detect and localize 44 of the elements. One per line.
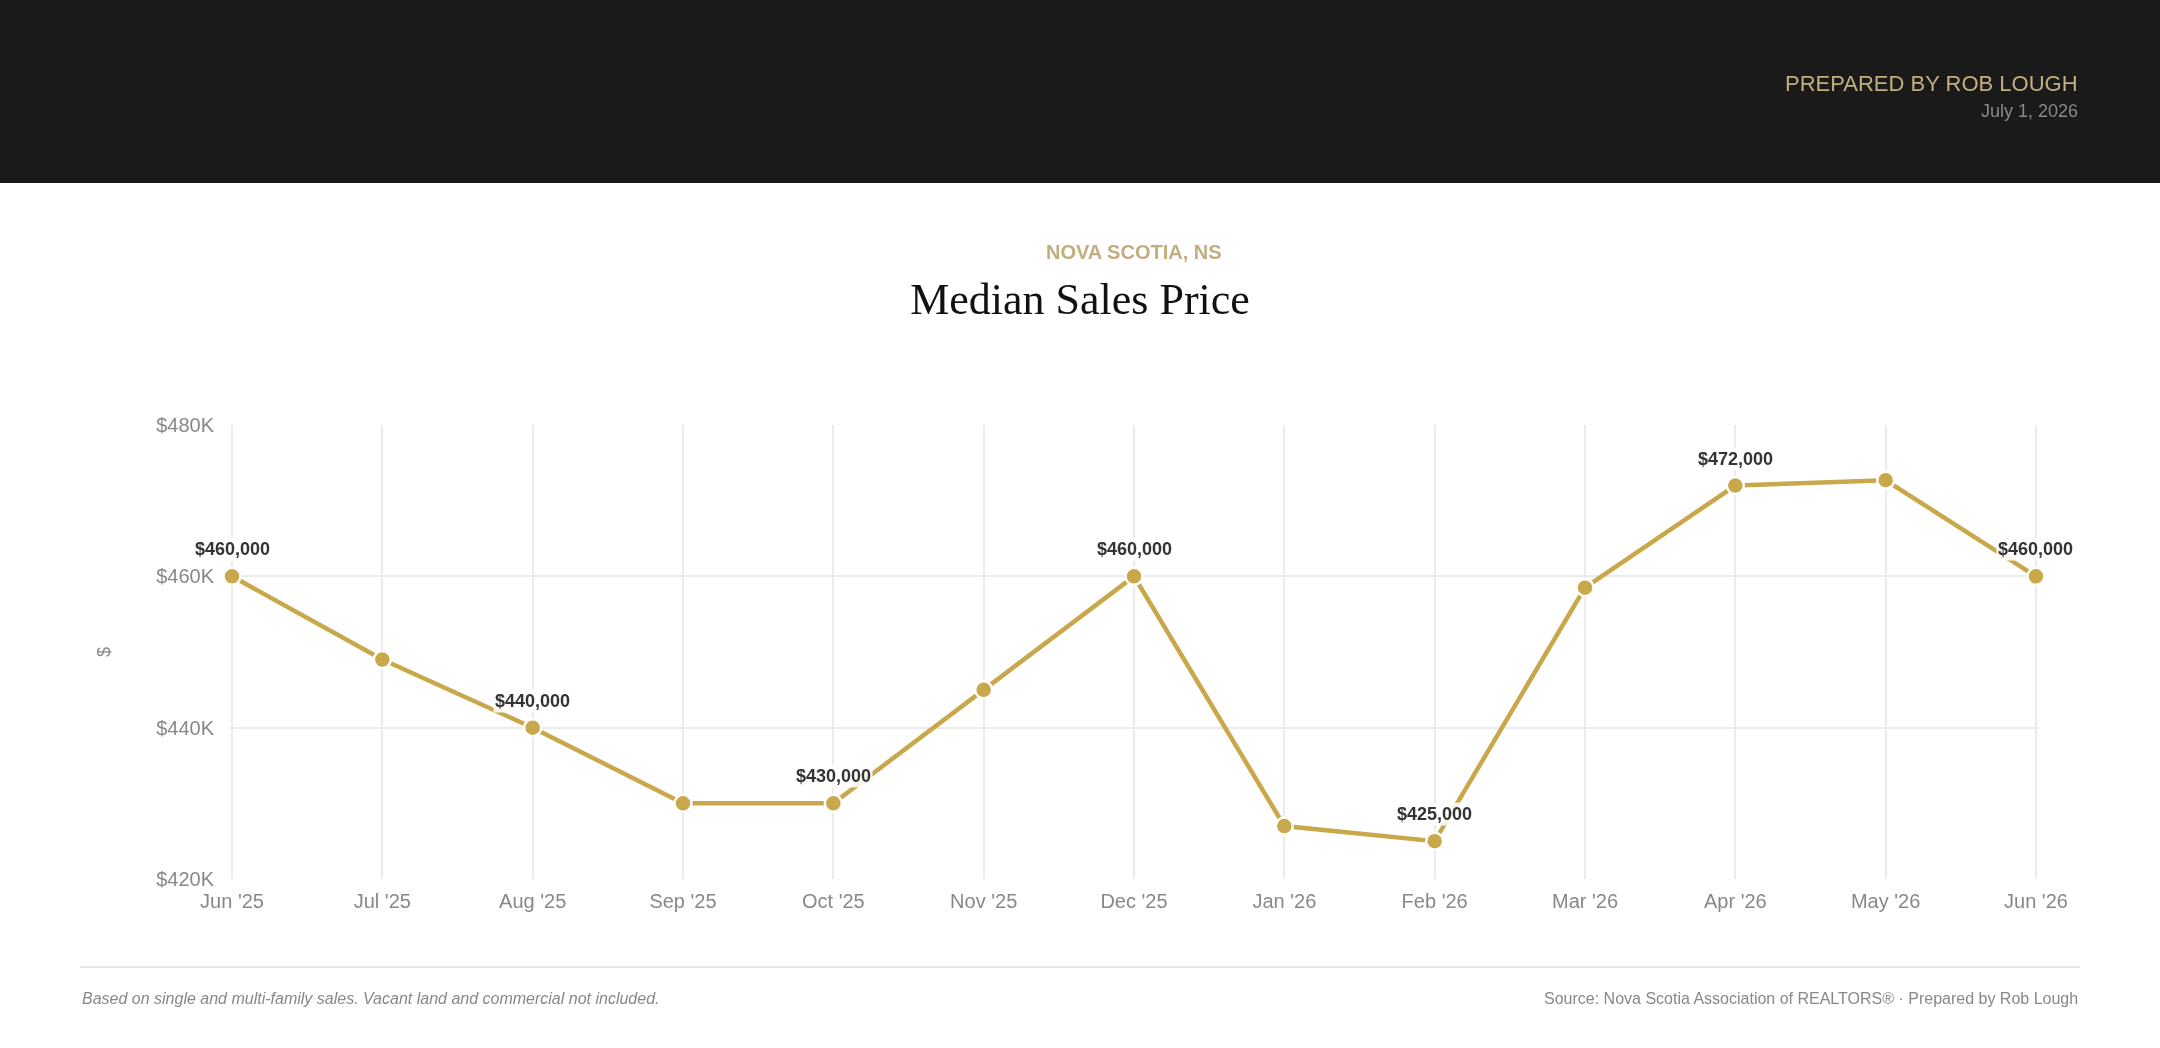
point (1124, 566, 1144, 587)
point (522, 717, 543, 738)
y-tick-label: $480K (156, 414, 215, 436)
data-label: $440,000 (495, 691, 571, 711)
x-tick-label: Dec '25 (1100, 890, 1168, 912)
x-tick-label: May '26 (1850, 890, 1921, 912)
point (1575, 577, 1595, 598)
x-tick-label: Jul '25 (353, 890, 411, 912)
data-label: $472,000 (1698, 449, 1774, 469)
x-tick-label: Feb '26 (1401, 890, 1468, 912)
point (222, 566, 242, 587)
text: Based on single and multi-family sales. Vacant land and commercial not included. (82, 990, 660, 1007)
point (1274, 816, 1295, 836)
chart-title: Median Sales Price (910, 275, 1250, 325)
x-tick-label: Jan '26 (1252, 890, 1317, 912)
data-label: $425,000 (1397, 804, 1473, 824)
text: PREPARED BY ROB LOUGH (1785, 71, 2078, 96)
data-label: $460,000 (1998, 539, 2074, 559)
point (2026, 566, 2046, 587)
chart-subtitle: NOVA SCOTIA, NS (1046, 241, 1222, 263)
data-label: $430,000 (796, 766, 872, 786)
x-tick-label: Sep '25 (649, 890, 717, 912)
x-tick-label: Mar '26 (1551, 890, 1619, 912)
data-label: $460,000 (1097, 539, 1173, 559)
point (823, 793, 844, 814)
x-tick-label: Jun '26 (2004, 890, 2068, 912)
point (1424, 831, 1445, 851)
point (973, 680, 994, 700)
y-tick-label: $440K (156, 716, 215, 739)
point (1725, 475, 1746, 496)
y-tick-label: $460K (156, 565, 215, 588)
x-tick-label: Apr '26 (1703, 890, 1767, 912)
x-tick-label: Nov '25 (950, 890, 1018, 912)
y-tick-label: $420K (156, 868, 215, 890)
source-note: Source: Nova Scotia Association of REALTORS® · Prepared by Rob Lough (1544, 990, 2079, 1007)
point (673, 793, 693, 814)
y-axis-title: $ (94, 646, 115, 658)
x-tick-label: Aug '25 (499, 890, 567, 912)
data-label: $460,000 (195, 539, 271, 559)
point (372, 649, 393, 670)
point (1875, 470, 1896, 490)
x-tick-label: Oct '25 (801, 890, 865, 912)
text: July 1, 2026 (1981, 101, 2079, 121)
x-tick-label: Jun '25 (200, 890, 264, 912)
